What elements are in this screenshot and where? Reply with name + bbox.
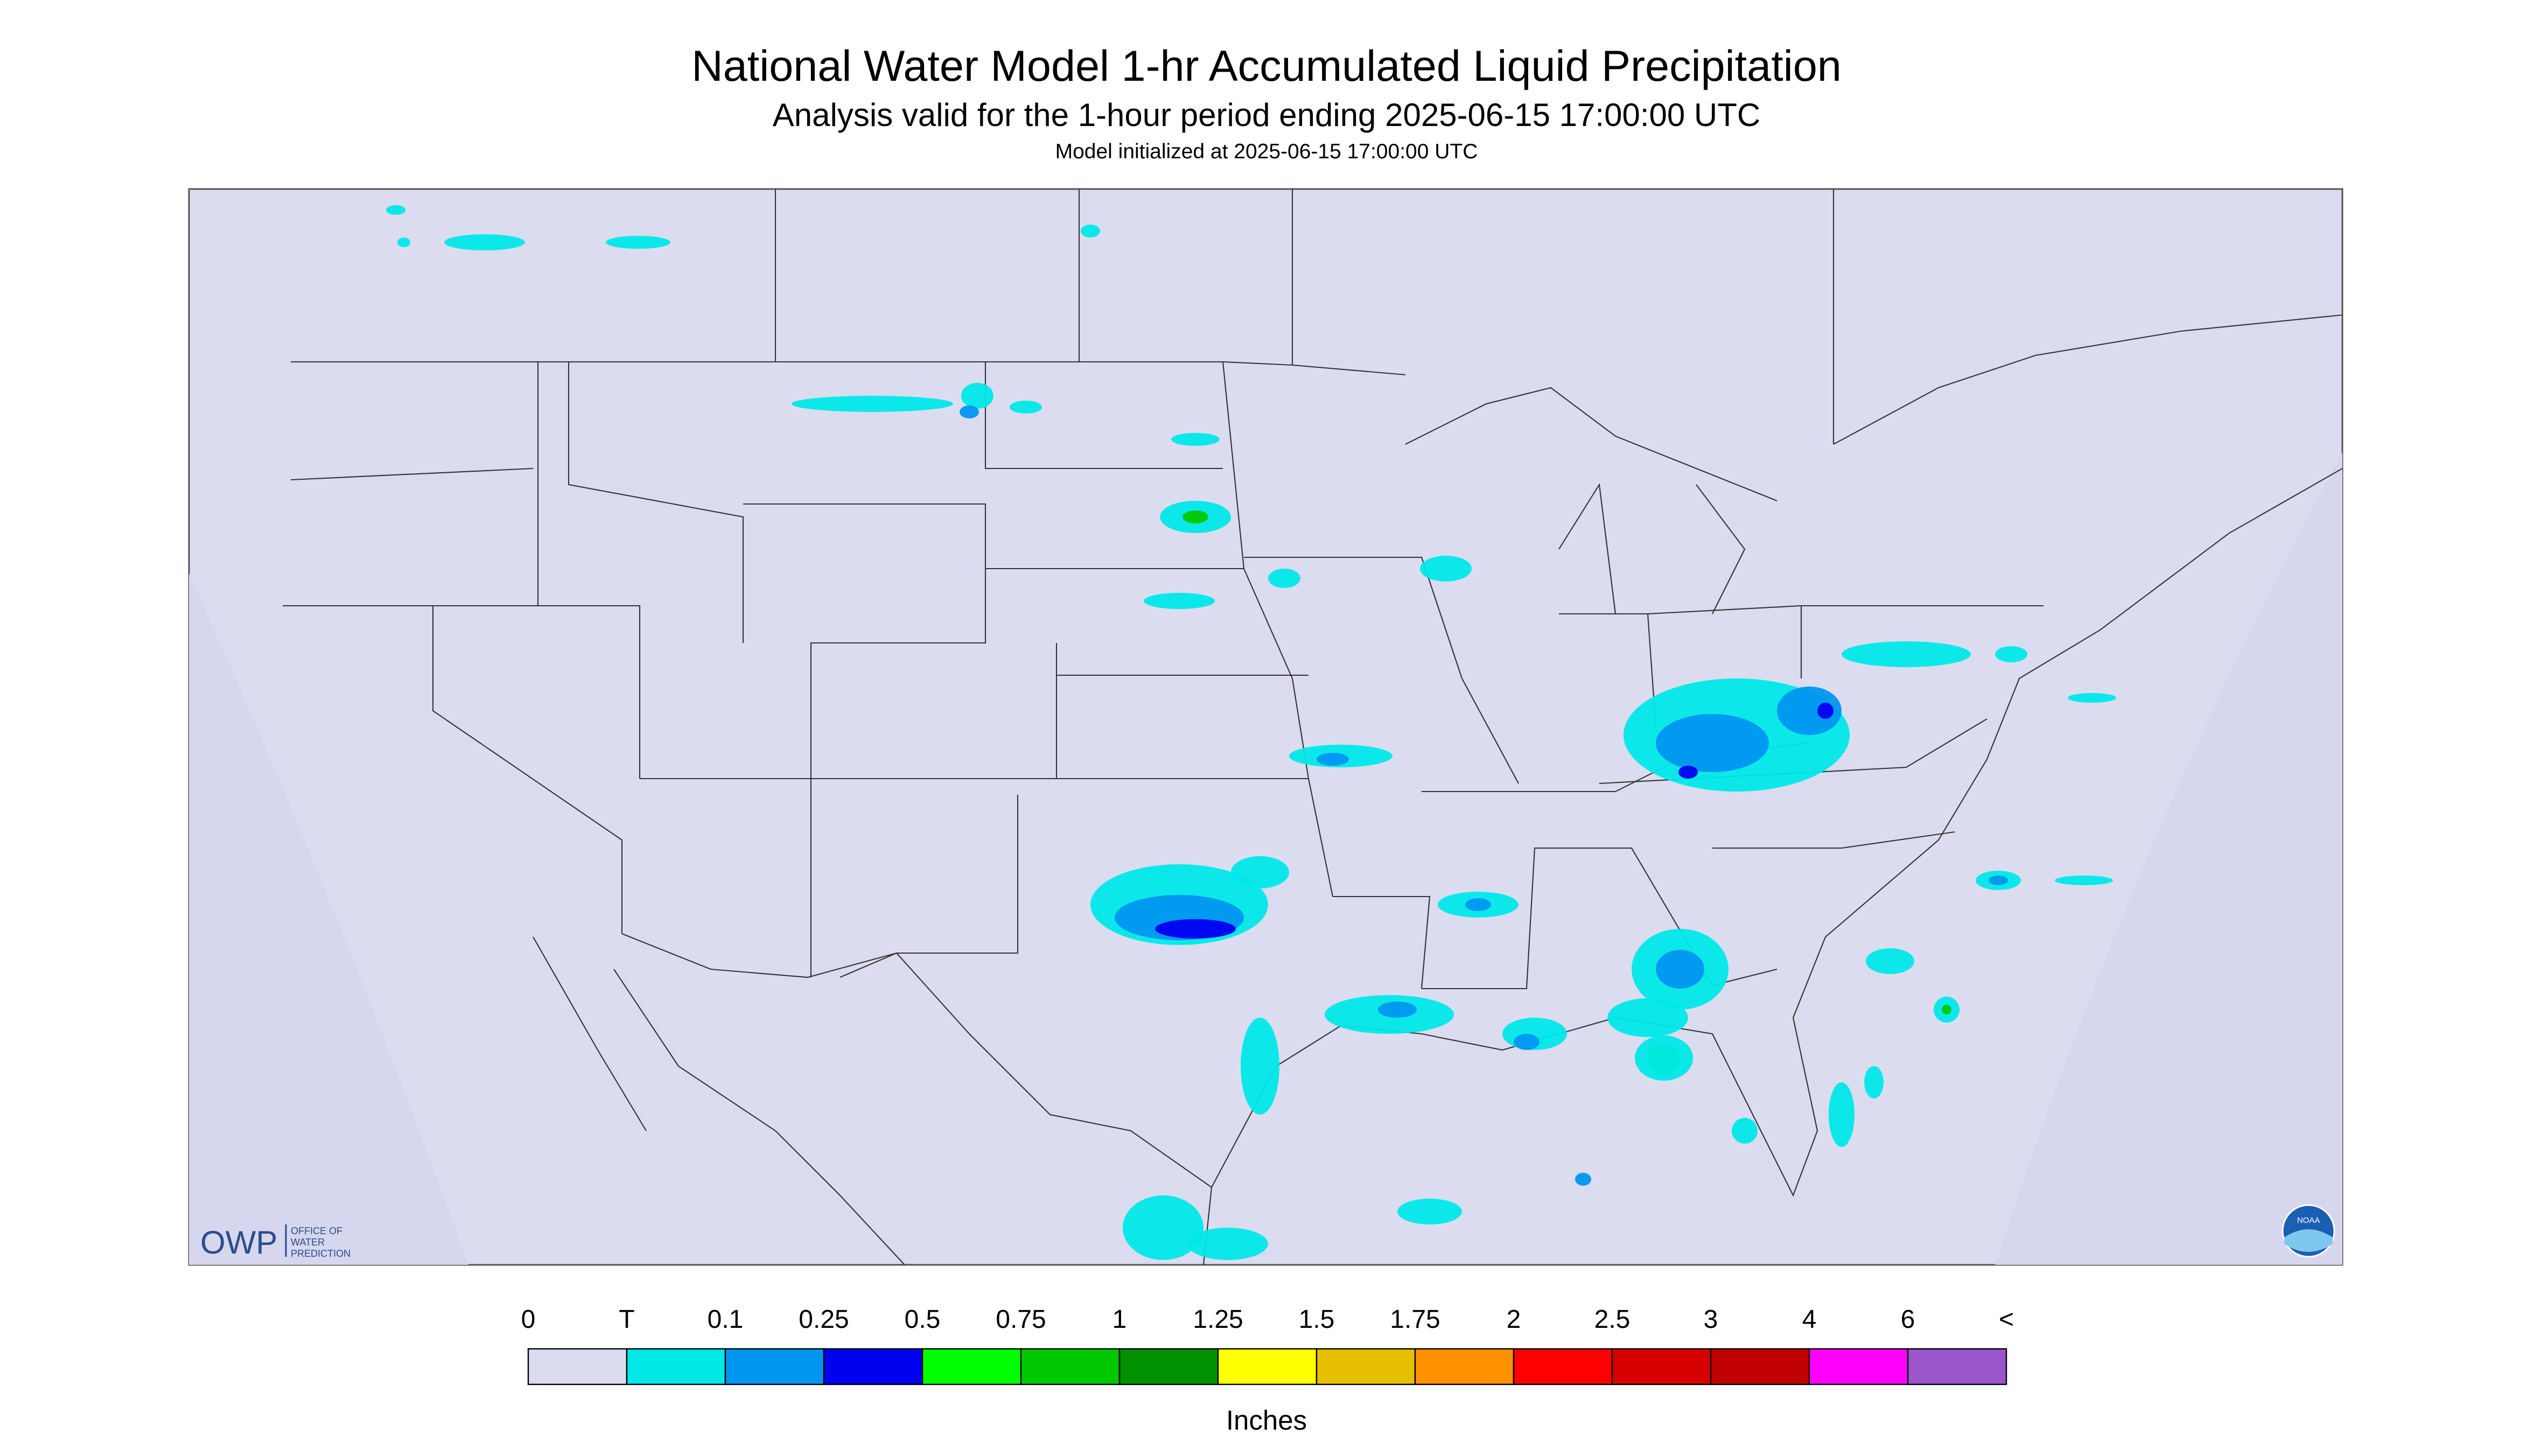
precip-area bbox=[606, 236, 670, 249]
legend-swatch bbox=[1217, 1348, 1318, 1385]
legend-swatch bbox=[1414, 1348, 1515, 1385]
legend-swatch bbox=[1907, 1348, 2007, 1385]
map: OWP OFFICE OF WATER PREDICTION NOAA bbox=[188, 188, 2343, 1266]
legend-swatch bbox=[1611, 1348, 1712, 1385]
precip-area bbox=[1866, 948, 1914, 975]
legend-label: 1 bbox=[1112, 1305, 1127, 1334]
owp-logo: OWP OFFICE OF WATER PREDICTION bbox=[200, 1224, 351, 1261]
precip-area bbox=[1635, 1035, 1693, 1081]
legend-unit: Inches bbox=[1226, 1405, 1307, 1436]
precip-area bbox=[1842, 641, 1971, 668]
projection-edge-left bbox=[189, 573, 468, 1265]
precip-area bbox=[1656, 950, 1704, 989]
legend-label: 0.1 bbox=[708, 1305, 744, 1334]
legend-label: 0 bbox=[521, 1305, 536, 1334]
legend-label: T bbox=[619, 1305, 634, 1334]
precip-area bbox=[1942, 1005, 1951, 1015]
legend-swatch bbox=[1808, 1348, 1909, 1385]
owp-logo-text: OWP bbox=[200, 1224, 277, 1261]
legend: Inches 0 T 0.1 0.25 0.5 0.75 1 1.25 1.5 1.75 2 2.5 3… bbox=[521, 1305, 2014, 1436]
precip-area bbox=[1465, 898, 1491, 912]
precip-area bbox=[1829, 1082, 1855, 1147]
legend-label: 2 bbox=[1507, 1305, 1521, 1334]
owp-logo-line: PREDICTION bbox=[291, 1248, 351, 1259]
precip-area bbox=[386, 205, 405, 215]
legend-label: 0.25 bbox=[799, 1305, 849, 1334]
precip-area bbox=[1010, 401, 1042, 414]
precip-area bbox=[1575, 1173, 1591, 1186]
precip-area bbox=[1995, 646, 2027, 663]
legend-label: 3 bbox=[1704, 1305, 1718, 1334]
legend-label: 2.5 bbox=[1594, 1305, 1631, 1334]
legend-swatch bbox=[1710, 1348, 1810, 1385]
precip-area bbox=[1231, 856, 1289, 889]
precip-area bbox=[1144, 593, 1215, 610]
precip-area bbox=[2055, 876, 2113, 886]
legend-swatch bbox=[724, 1348, 825, 1385]
legend-swatch bbox=[1020, 1348, 1121, 1385]
title: National Water Model 1-hr Accumulated Li… bbox=[691, 42, 1842, 90]
legend-swatch bbox=[1118, 1348, 1219, 1385]
legend-label: 1.5 bbox=[1299, 1305, 1335, 1334]
precip-area bbox=[1378, 1002, 1417, 1018]
precip-area bbox=[1123, 1195, 1203, 1261]
precip-area bbox=[1514, 1034, 1540, 1051]
legend-swatch bbox=[823, 1348, 923, 1385]
noaa-logo: NOAA bbox=[2282, 1204, 2335, 1258]
precip-area bbox=[1817, 703, 1834, 719]
precip-area bbox=[1268, 569, 1300, 589]
legend-swatch bbox=[921, 1348, 1022, 1385]
precip-area bbox=[1397, 1199, 1462, 1225]
legend-label: < bbox=[1999, 1305, 2014, 1334]
precip-area bbox=[1187, 1228, 1268, 1261]
precip-area bbox=[961, 383, 993, 409]
init-line: Model initialized at 2025-06-15 17:00:00… bbox=[1055, 140, 1478, 163]
precip-area bbox=[1182, 510, 1208, 524]
projection-edge-right bbox=[1995, 452, 2342, 1265]
legend-swatch bbox=[527, 1348, 628, 1385]
precip-area bbox=[1656, 714, 1769, 773]
precip-area bbox=[1732, 1118, 1758, 1144]
legend-label: 4 bbox=[1802, 1305, 1817, 1334]
precip-area bbox=[1241, 1018, 1279, 1115]
precip-area bbox=[1607, 998, 1688, 1038]
owp-logo-line: OFFICE OF bbox=[291, 1226, 342, 1236]
legend-label: 0.5 bbox=[905, 1305, 941, 1334]
precip-area bbox=[1420, 556, 1472, 582]
precip-area bbox=[2068, 693, 2116, 703]
legend-swatch bbox=[1513, 1348, 1613, 1385]
legend-label: 1.75 bbox=[1390, 1305, 1440, 1334]
precip-area bbox=[1171, 433, 1220, 446]
legend-label: 6 bbox=[1901, 1305, 1915, 1334]
precip-area bbox=[1989, 876, 2008, 886]
noaa-logo-text: NOAA bbox=[2297, 1216, 2320, 1225]
precip-area bbox=[1317, 753, 1349, 766]
precip-area bbox=[444, 234, 525, 251]
subtitle: Analysis valid for the 1-hour period end… bbox=[773, 97, 1760, 133]
legend-swatch bbox=[1316, 1348, 1416, 1385]
borders bbox=[283, 189, 2343, 1265]
precip-area bbox=[792, 396, 953, 412]
precip-area bbox=[1864, 1066, 1884, 1099]
precip-area bbox=[1155, 919, 1236, 939]
precip-area bbox=[1678, 766, 1698, 779]
precip-area bbox=[1081, 225, 1100, 238]
owp-logo-line: WATER bbox=[291, 1237, 325, 1248]
precipitation bbox=[386, 205, 2116, 1261]
precip-area bbox=[1777, 687, 1842, 736]
legend-swatch bbox=[626, 1348, 726, 1385]
precip-area bbox=[960, 405, 979, 419]
precip-area bbox=[397, 237, 410, 248]
legend-label: 1.25 bbox=[1193, 1305, 1243, 1334]
legend-label: 0.75 bbox=[996, 1305, 1046, 1334]
